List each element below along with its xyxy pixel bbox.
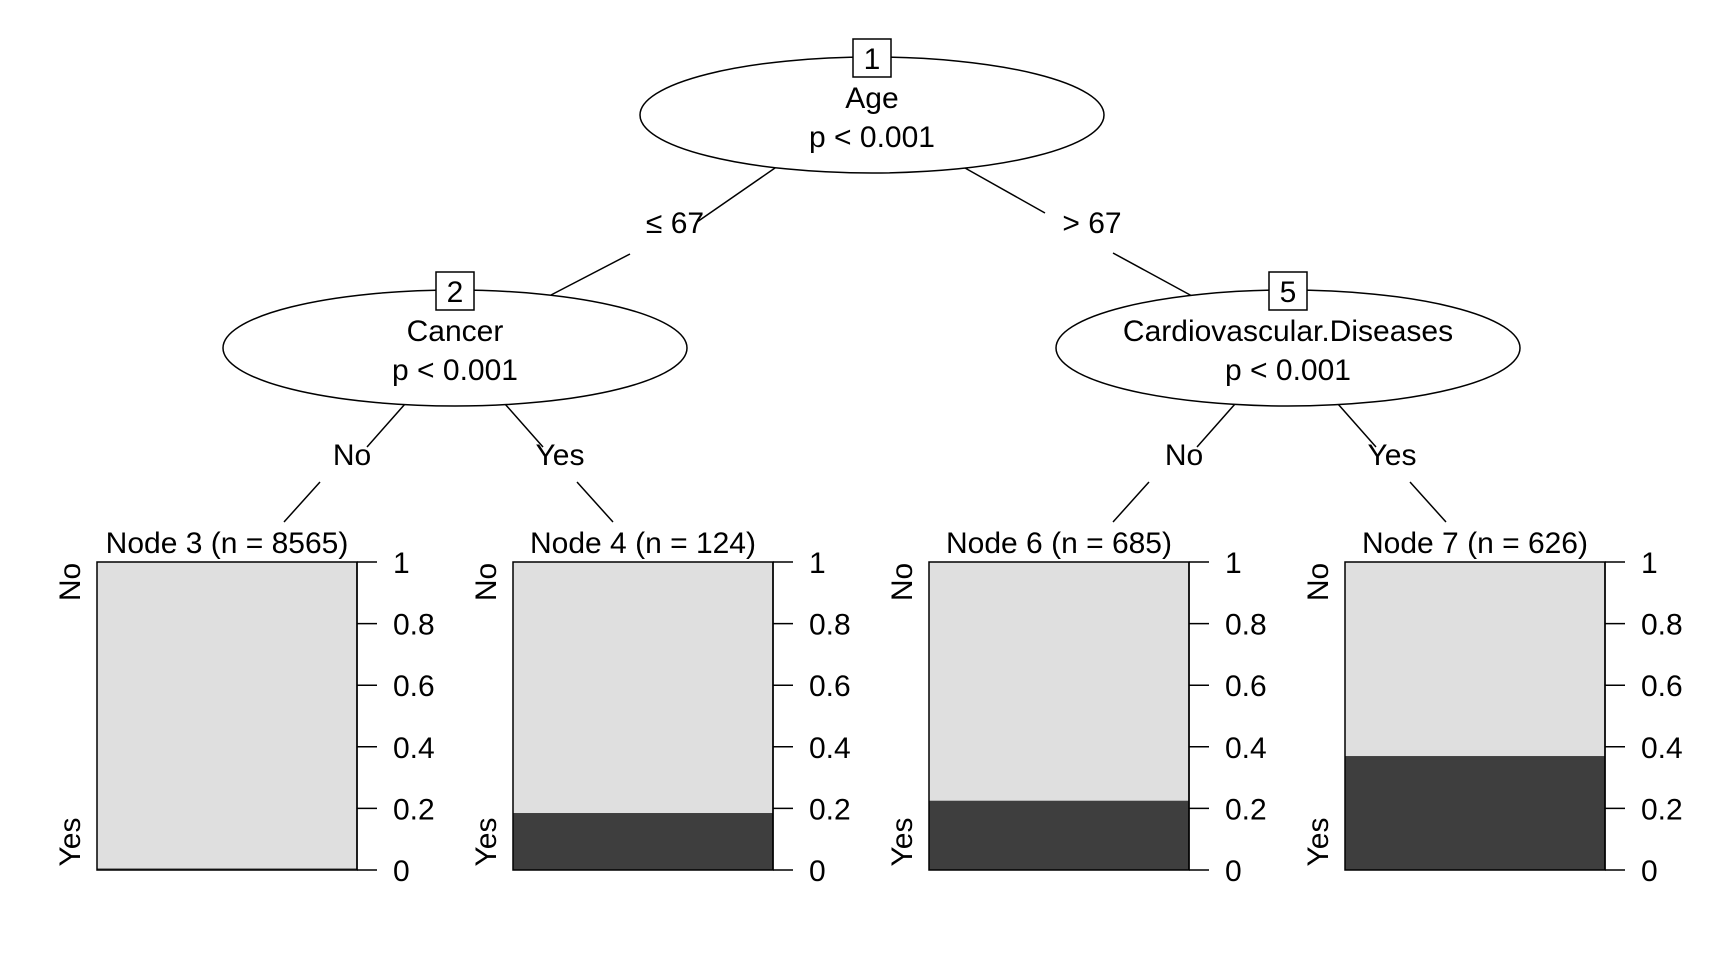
node-id: 5 [1280,276,1297,309]
node-id-box [1268,271,1308,311]
edge-label-cancer-no: No [333,439,371,472]
edge-5-to-7-upper [1337,403,1377,448]
axis-tick-label: 0.4 [809,732,851,765]
class-label-no: No [470,563,503,601]
terminal-node-title: Node 3 (n = 8565) [106,527,349,560]
edge-1-to-5-lower [1112,252,1193,297]
bar-yes-segment [1345,756,1605,870]
edge-label-cancer-yes: Yes [536,439,585,472]
class-label-yes: Yes [54,818,87,867]
terminal-node-title: Node 4 (n = 124) [530,527,756,560]
node-id: 2 [447,276,464,309]
axis-tick-label: 0.6 [1641,670,1683,703]
bar-yes-segment [97,868,357,870]
node-id-box [852,38,892,78]
axis-tick-label: 0.6 [1225,670,1267,703]
axis-tick-label: 0 [1225,855,1242,888]
bar-no-segment [929,562,1189,801]
axis-tick-label: 0 [809,855,826,888]
class-label-no: No [54,563,87,601]
bar-yes-segment [929,800,1189,870]
edge-label-cardio-no: No [1165,439,1203,472]
bar-yes-segment [513,813,773,870]
edge-2-to-3-upper [366,403,406,448]
class-label-yes: Yes [1302,818,1335,867]
axis-tick-label: 1 [809,547,826,580]
class-label-yes: Yes [886,818,919,867]
bar-no-segment [97,562,357,869]
edge-label-cardio-yes: Yes [1368,439,1417,472]
node-pvalue: p < 0.001 [1225,354,1351,387]
axis-tick-label: 0.6 [393,670,435,703]
axis-tick-label: 1 [1641,547,1658,580]
edge-2-to-4-upper [504,403,544,448]
axis-tick-label: 0.2 [1641,793,1683,826]
edge-1-to-2-upper [696,167,776,223]
inner-node-2: 2 Cancer p < 0.001 [222,271,688,407]
terminal-nodes: Node 3 (n = 8565)NoYes00.20.40.60.81Node… [54,527,1683,888]
axis-tick-label: 0.4 [1225,732,1267,765]
edge-label-age-left: ≤ 67 [646,207,704,240]
axis-tick-label: 0.8 [809,609,851,642]
axis-tick-label: 0 [393,855,410,888]
axis-tick-label: 0 [1641,855,1658,888]
class-label-yes: Yes [470,818,503,867]
node-id-box [435,271,475,311]
terminal-node-4: Node 7 (n = 626) No Yes 0 0.2 0.4 0.6 0.8 1 [1302,527,1683,888]
axis-tick-label: 0.2 [1225,793,1267,826]
terminal-node-title: Node 7 (n = 626) [1362,527,1588,560]
axis-tick-label: 0.8 [1641,609,1683,642]
edge-2-to-4-lower [576,481,614,523]
terminal-node-title: Node 6 (n = 685) [946,527,1172,560]
axis-tick-label: 0.4 [393,732,435,765]
edge-1-to-5-upper [964,167,1046,214]
axis-tick-label: 0.2 [393,793,435,826]
axis-tick-label: 1 [393,547,410,580]
node-id: 1 [864,43,881,76]
edge-2-to-3-lower [283,481,321,523]
bar-no-segment [513,562,773,814]
terminal-node-3: Node 6 (n = 685) No Yes 0 0.2 0.4 0.6 0.8 1 [886,527,1267,888]
class-label-no: No [886,563,919,601]
node-variable: Cancer [407,315,504,348]
class-label-no: No [1302,563,1335,601]
bar-no-segment [1345,562,1605,757]
inner-node-5: 5 Cardiovascular.Diseases p < 0.001 [1055,271,1521,407]
node-pvalue: p < 0.001 [392,354,518,387]
edge-1-to-2-lower [550,253,631,296]
axis-tick-label: 0.8 [393,609,435,642]
node-variable: Cardiovascular.Diseases [1123,315,1453,348]
terminal-node-2: Node 4 (n = 124) No Yes 0 0.2 0.4 0.6 0.8 1 [470,527,851,888]
node-pvalue: p < 0.001 [809,121,935,154]
edge-5-to-7-lower [1409,481,1447,523]
axis-tick-label: 0.8 [1225,609,1267,642]
terminal-node-1: Node 3 (n = 8565) No Yes 0 0.2 0.4 0.6 0.8 1 [54,527,435,888]
axis-tick-label: 0.2 [809,793,851,826]
node-variable: Age [845,82,898,115]
edge-5-to-6-upper [1196,403,1236,448]
edge-label-age-right: > 67 [1062,207,1121,240]
axis-tick-label: 1 [1225,547,1242,580]
axis-tick-label: 0.6 [809,670,851,703]
axis-tick-label: 0.4 [1641,732,1683,765]
edge-5-to-6-lower [1112,481,1150,523]
inner-node-1: 1 Age p < 0.001 [639,38,1105,174]
